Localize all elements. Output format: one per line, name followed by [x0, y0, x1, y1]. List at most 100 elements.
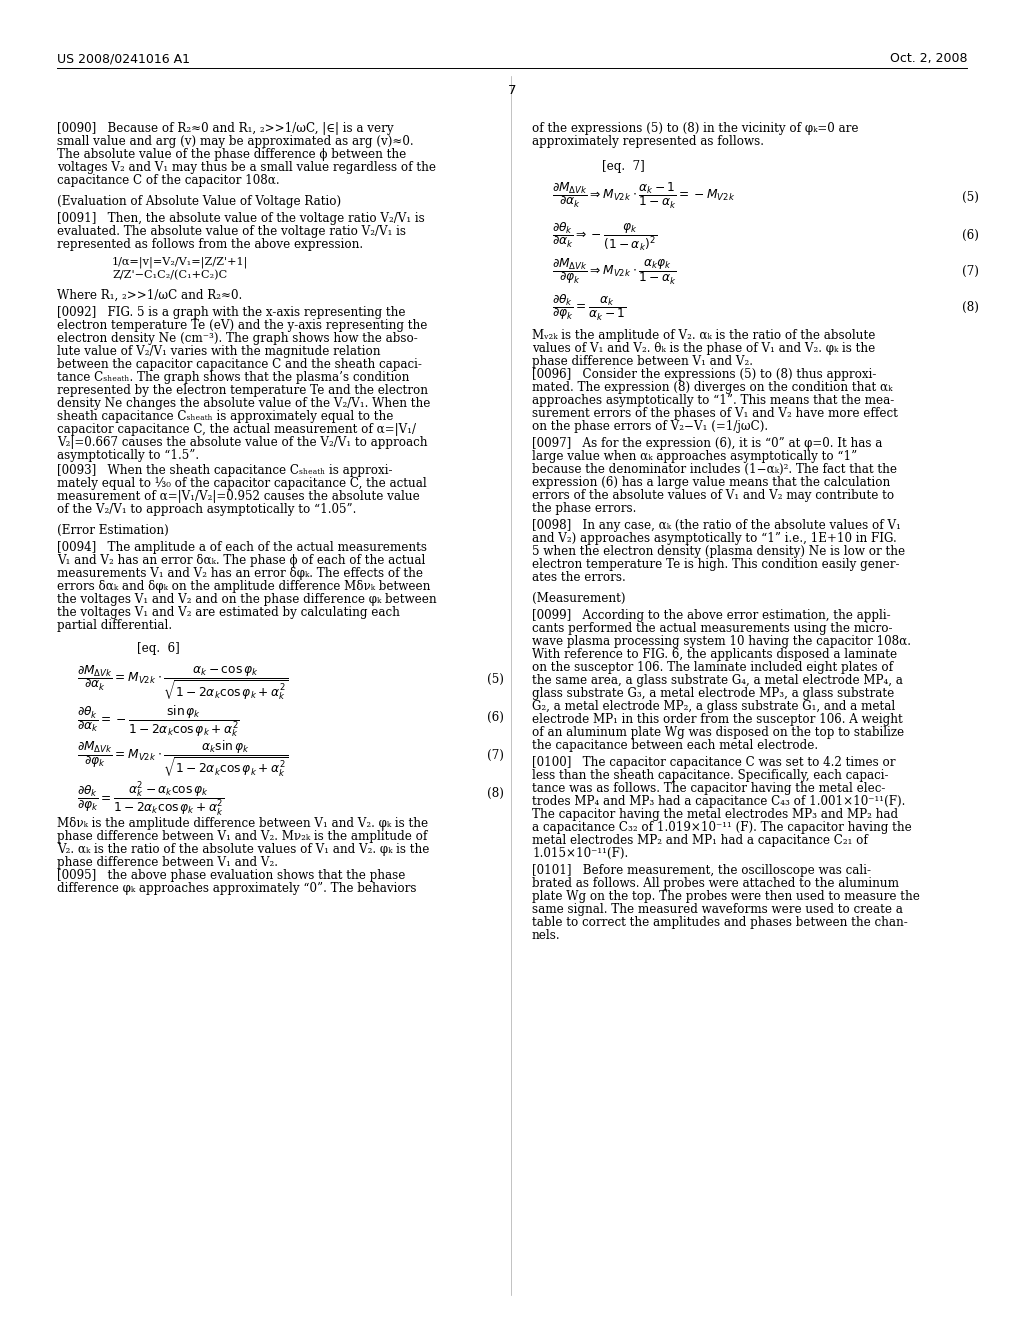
Text: table to correct the amplitudes and phases between the chan-: table to correct the amplitudes and phas…	[532, 916, 907, 929]
Text: of the V₂/V₁ to approach asymptotically to “1.05”.: of the V₂/V₁ to approach asymptotically …	[57, 503, 356, 516]
Text: [0092]   FIG. 5 is a graph with the x-axis representing the: [0092] FIG. 5 is a graph with the x-axis…	[57, 306, 406, 319]
Text: errors of the absolute values of V₁ and V₂ may contribute to: errors of the absolute values of V₁ and …	[532, 488, 894, 502]
Text: [0101]   Before measurement, the oscilloscope was cali-: [0101] Before measurement, the oscillosc…	[532, 865, 871, 876]
Text: 7: 7	[508, 84, 516, 96]
Text: electron density Ne (cm⁻³). The graph shows how the abso-: electron density Ne (cm⁻³). The graph sh…	[57, 333, 418, 345]
Text: the capacitance between each metal electrode.: the capacitance between each metal elect…	[532, 739, 818, 752]
Text: [eq.  6]: [eq. 6]	[137, 642, 180, 655]
Text: (5): (5)	[487, 673, 504, 686]
Text: tance was as follows. The capacitor having the metal elec-: tance was as follows. The capacitor havi…	[532, 781, 886, 795]
Text: $\dfrac{\partial \theta_k}{\partial \alpha_k} = -\dfrac{\sin\varphi_k}{1 - 2\alp: $\dfrac{\partial \theta_k}{\partial \alp…	[77, 704, 240, 739]
Text: [0098]   In any case, αₖ (the ratio of the absolute values of V₁: [0098] In any case, αₖ (the ratio of the…	[532, 519, 901, 532]
Text: cants performed the actual measurements using the micro-: cants performed the actual measurements …	[532, 622, 893, 635]
Text: Mδνₖ is the amplitude difference between V₁ and V₂. φₖ is the: Mδνₖ is the amplitude difference between…	[57, 817, 428, 830]
Text: less than the sheath capacitance. Specifically, each capaci-: less than the sheath capacitance. Specif…	[532, 770, 889, 781]
Text: With reference to FIG. 6, the applicants disposed a laminate: With reference to FIG. 6, the applicants…	[532, 648, 897, 661]
Text: evaluated. The absolute value of the voltage ratio V₂/V₁ is: evaluated. The absolute value of the vol…	[57, 224, 406, 238]
Text: [0090]   Because of R₂≈0 and R₁, ₂>>1/ωC, |∈| is a very: [0090] Because of R₂≈0 and R₁, ₂>>1/ωC, …	[57, 121, 393, 135]
Text: tance Cₛₕₑₐₜₕ. The graph shows that the plasma’s condition: tance Cₛₕₑₐₜₕ. The graph shows that the …	[57, 371, 410, 384]
Text: voltages V₂ and V₁ may thus be a small value regardless of the: voltages V₂ and V₁ may thus be a small v…	[57, 161, 436, 174]
Text: electrode MP₁ in this order from the susceptor 106. A weight: electrode MP₁ in this order from the sus…	[532, 713, 903, 726]
Text: [0093]   When the sheath capacitance Cₛₕₑₐₜₕ is approxi-: [0093] When the sheath capacitance Cₛₕₑₐ…	[57, 465, 392, 477]
Text: represented as follows from the above expression.: represented as follows from the above ex…	[57, 238, 364, 251]
Text: surement errors of the phases of V₁ and V₂ have more effect: surement errors of the phases of V₁ and …	[532, 407, 898, 420]
Text: values of V₁ and V₂. θₖ is the phase of V₁ and V₂. φₖ is the: values of V₁ and V₂. θₖ is the phase of …	[532, 342, 876, 355]
Text: asymptotically to “1.5”.: asymptotically to “1.5”.	[57, 449, 199, 462]
Text: small value and arg (v) may be approximated as arg (v)≈0.: small value and arg (v) may be approxima…	[57, 135, 414, 148]
Text: V₂|=0.667 causes the absolute value of the V₂/V₁ to approach: V₂|=0.667 causes the absolute value of t…	[57, 436, 427, 449]
Text: $\dfrac{\partial M_{\Delta Vk}}{\partial \alpha_k} \Rightarrow M_{V2k} \cdot \df: $\dfrac{\partial M_{\Delta Vk}}{\partial…	[552, 181, 735, 211]
Text: sheath capacitance Cₛₕₑₐₜₕ is approximately equal to the: sheath capacitance Cₛₕₑₐₜₕ is approximat…	[57, 411, 393, 422]
Text: measurement of α=|V₁/V₂|=0.952 causes the absolute value: measurement of α=|V₁/V₂|=0.952 causes th…	[57, 490, 420, 503]
Text: The capacitor having the metal electrodes MP₃ and MP₂ had: The capacitor having the metal electrode…	[532, 808, 898, 821]
Text: measurements V₁ and V₂ has an error δφₖ. The effects of the: measurements V₁ and V₂ has an error δφₖ.…	[57, 568, 423, 579]
Text: [0096]   Consider the expressions (5) to (8) thus approxi-: [0096] Consider the expressions (5) to (…	[532, 368, 877, 381]
Text: $\dfrac{\partial \theta_k}{\partial \varphi_k} = \dfrac{\alpha_k}{\alpha_k - 1}$: $\dfrac{\partial \theta_k}{\partial \var…	[552, 293, 627, 323]
Text: mated. The expression (8) diverges on the condition that αₖ: mated. The expression (8) diverges on th…	[532, 381, 892, 393]
Text: [0097]   As for the expression (6), it is “0” at φ=0. It has a: [0097] As for the expression (6), it is …	[532, 437, 883, 450]
Text: same signal. The measured waveforms were used to create a: same signal. The measured waveforms were…	[532, 903, 903, 916]
Text: $\dfrac{\partial M_{\Delta Vk}}{\partial \alpha_k} = M_{V2k} \cdot \dfrac{\alpha: $\dfrac{\partial M_{\Delta Vk}}{\partial…	[77, 663, 289, 701]
Text: represented by the electron temperature Te and the electron: represented by the electron temperature …	[57, 384, 428, 397]
Text: (Error Estimation): (Error Estimation)	[57, 524, 169, 537]
Text: on the susceptor 106. The laminate included eight plates of: on the susceptor 106. The laminate inclu…	[532, 661, 893, 675]
Text: (7): (7)	[487, 748, 504, 762]
Text: (7): (7)	[962, 265, 979, 279]
Text: metal electrodes MP₂ and MP₁ had a capacitance C₂₁ of: metal electrodes MP₂ and MP₁ had a capac…	[532, 834, 868, 847]
Text: Oct. 2, 2008: Oct. 2, 2008	[890, 51, 967, 65]
Text: V₂. αₖ is the ratio of the absolute values of V₁ and V₂. φₖ is the: V₂. αₖ is the ratio of the absolute valu…	[57, 843, 429, 855]
Text: difference φₖ approaches approximately “0”. The behaviors: difference φₖ approaches approximately “…	[57, 882, 417, 895]
Text: wave plasma processing system 10 having the capacitor 108α.: wave plasma processing system 10 having …	[532, 635, 911, 648]
Text: [0099]   According to the above error estimation, the appli-: [0099] According to the above error esti…	[532, 609, 891, 622]
Text: $\dfrac{\partial M_{\Delta Vk}}{\partial \varphi_k} = M_{V2k} \cdot \dfrac{\alph: $\dfrac{\partial M_{\Delta Vk}}{\partial…	[77, 739, 289, 779]
Text: and V₂) approaches asymptotically to “1” i.e., 1E+10 in FIG.: and V₂) approaches asymptotically to “1”…	[532, 532, 897, 545]
Text: trodes MP₄ and MP₃ had a capacitance C₄₃ of 1.001×10⁻¹¹(F).: trodes MP₄ and MP₃ had a capacitance C₄₃…	[532, 795, 905, 808]
Text: approaches asymptotically to “1”. This means that the mea-: approaches asymptotically to “1”. This m…	[532, 393, 894, 407]
Text: Where R₁, ₂>>1/ωC and R₂≈0.: Where R₁, ₂>>1/ωC and R₂≈0.	[57, 289, 243, 302]
Text: because the denominator includes (1−αₖ)². The fact that the: because the denominator includes (1−αₖ)²…	[532, 463, 897, 477]
Text: The absolute value of the phase difference ϕ between the: The absolute value of the phase differen…	[57, 148, 407, 161]
Text: plate Wg on the top. The probes were then used to measure the: plate Wg on the top. The probes were the…	[532, 890, 920, 903]
Text: 1.015×10⁻¹¹(F).: 1.015×10⁻¹¹(F).	[532, 847, 629, 861]
Text: of the expressions (5) to (8) in the vicinity of φₖ=0 are: of the expressions (5) to (8) in the vic…	[532, 121, 858, 135]
Text: on the phase errors of V₂−V₁ (=1/jωC).: on the phase errors of V₂−V₁ (=1/jωC).	[532, 420, 768, 433]
Text: errors δαₖ and δφₖ on the amplitude difference Mδνₖ between: errors δαₖ and δφₖ on the amplitude diff…	[57, 579, 430, 593]
Text: (8): (8)	[487, 787, 504, 800]
Text: 1/α=|v|=V₂/V₁=|Z/Z'+1|: 1/α=|v|=V₂/V₁=|Z/Z'+1|	[112, 257, 249, 268]
Text: lute value of V₂/V₁ varies with the magnitude relation: lute value of V₂/V₁ varies with the magn…	[57, 345, 381, 358]
Text: nels.: nels.	[532, 929, 560, 942]
Text: of an aluminum plate Wg was disposed on the top to stabilize: of an aluminum plate Wg was disposed on …	[532, 726, 904, 739]
Text: $\dfrac{\partial M_{\Delta Vk}}{\partial \varphi_k} \Rightarrow M_{V2k} \cdot \d: $\dfrac{\partial M_{\Delta Vk}}{\partial…	[552, 257, 677, 286]
Text: the voltages V₁ and V₂ and on the phase difference φₖ between: the voltages V₁ and V₂ and on the phase …	[57, 593, 436, 606]
Text: the voltages V₁ and V₂ are estimated by calculating each: the voltages V₁ and V₂ are estimated by …	[57, 606, 400, 619]
Text: (8): (8)	[962, 301, 979, 314]
Text: large value when αₖ approaches asymptotically to “1”: large value when αₖ approaches asymptoti…	[532, 450, 857, 463]
Text: ates the errors.: ates the errors.	[532, 572, 626, 583]
Text: V₁ and V₂ has an error δαₖ. The phase ϕ of each of the actual: V₁ and V₂ has an error δαₖ. The phase ϕ …	[57, 554, 425, 568]
Text: capacitance C of the capacitor 108α.: capacitance C of the capacitor 108α.	[57, 174, 280, 187]
Text: electron temperature Te is high. This condition easily gener-: electron temperature Te is high. This co…	[532, 558, 899, 572]
Text: (Evaluation of Absolute Value of Voltage Ratio): (Evaluation of Absolute Value of Voltage…	[57, 195, 341, 209]
Text: capacitor capacitance C, the actual measurement of α=|V₁/: capacitor capacitance C, the actual meas…	[57, 422, 416, 436]
Text: approximately represented as follows.: approximately represented as follows.	[532, 135, 764, 148]
Text: [eq.  7]: [eq. 7]	[602, 160, 645, 173]
Text: US 2008/0241016 A1: US 2008/0241016 A1	[57, 51, 190, 65]
Text: glass substrate G₃, a metal electrode MP₃, a glass substrate: glass substrate G₃, a metal electrode MP…	[532, 686, 894, 700]
Text: electron temperature Te (eV) and the y-axis representing the: electron temperature Te (eV) and the y-a…	[57, 319, 427, 333]
Text: between the capacitor capacitance C and the sheath capaci-: between the capacitor capacitance C and …	[57, 358, 422, 371]
Text: [0100]   The capacitor capacitance C was set to 4.2 times or: [0100] The capacitor capacitance C was s…	[532, 756, 896, 770]
Text: [0095]   the above phase evaluation shows that the phase: [0095] the above phase evaluation shows …	[57, 869, 406, 882]
Text: (6): (6)	[487, 711, 504, 723]
Text: (Measurement): (Measurement)	[532, 591, 626, 605]
Text: phase difference between V₁ and V₂.: phase difference between V₁ and V₂.	[57, 855, 278, 869]
Text: the same area, a glass substrate G₄, a metal electrode MP₄, a: the same area, a glass substrate G₄, a m…	[532, 675, 903, 686]
Text: $\dfrac{\partial \theta_k}{\partial \varphi_k} = \dfrac{\alpha_k^2 - \alpha_k \c: $\dfrac{\partial \theta_k}{\partial \var…	[77, 779, 225, 818]
Text: Z/Z'−C₁C₂/(C₁+C₂)C: Z/Z'−C₁C₂/(C₁+C₂)C	[112, 271, 227, 280]
Text: phase difference between V₁ and V₂.: phase difference between V₁ and V₂.	[532, 355, 753, 368]
Text: mately equal to ⅓₀ of the capacitor capacitance C, the actual: mately equal to ⅓₀ of the capacitor capa…	[57, 477, 427, 490]
Text: 5 when the electron density (plasma density) Ne is low or the: 5 when the electron density (plasma dens…	[532, 545, 905, 558]
Text: [0094]   The amplitude a of each of the actual measurements: [0094] The amplitude a of each of the ac…	[57, 541, 427, 554]
Text: expression (6) has a large value means that the calculation: expression (6) has a large value means t…	[532, 477, 890, 488]
Text: (5): (5)	[962, 191, 979, 205]
Text: the phase errors.: the phase errors.	[532, 502, 636, 515]
